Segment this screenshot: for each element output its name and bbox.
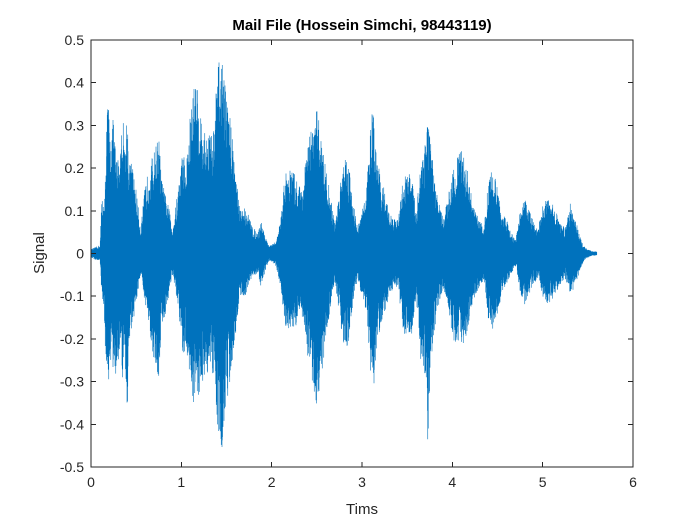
y-tick-label: 0.4: [65, 75, 85, 91]
axes: 0 1 2 3 4 5 6 0.5 0.4 0.3 0.2 0.1 0 -0.1 -0.2 -0.3 -0.4 -…: [60, 32, 637, 490]
x-tick-label: 0: [87, 474, 95, 490]
y-tick-label: 0: [76, 246, 84, 262]
x-tick-label: 1: [177, 474, 185, 490]
x-axis-title: Tims: [346, 501, 378, 518]
x-tick-label: 2: [268, 474, 276, 490]
y-tick-label: -0.3: [60, 374, 84, 390]
y-tick-label: 0.5: [65, 32, 85, 48]
y-tick-label: -0.5: [60, 459, 84, 475]
x-tick-label: 5: [539, 474, 547, 490]
y-tick-label: -0.2: [60, 331, 84, 347]
y-tick-label: 0.2: [65, 160, 85, 176]
y-tick-label: 0.3: [65, 117, 85, 133]
x-tick-label: 3: [358, 474, 366, 490]
x-tick-label: 6: [629, 474, 637, 490]
chart-title: Mail File (Hossein Simchi, 98443119): [232, 17, 491, 34]
y-tick-label: -0.4: [60, 416, 84, 432]
y-axis-title: Signal: [31, 232, 48, 274]
x-tick-label: 4: [448, 474, 456, 490]
y-tick-label: 0.1: [65, 203, 85, 219]
y-tick-label: -0.1: [60, 288, 84, 304]
